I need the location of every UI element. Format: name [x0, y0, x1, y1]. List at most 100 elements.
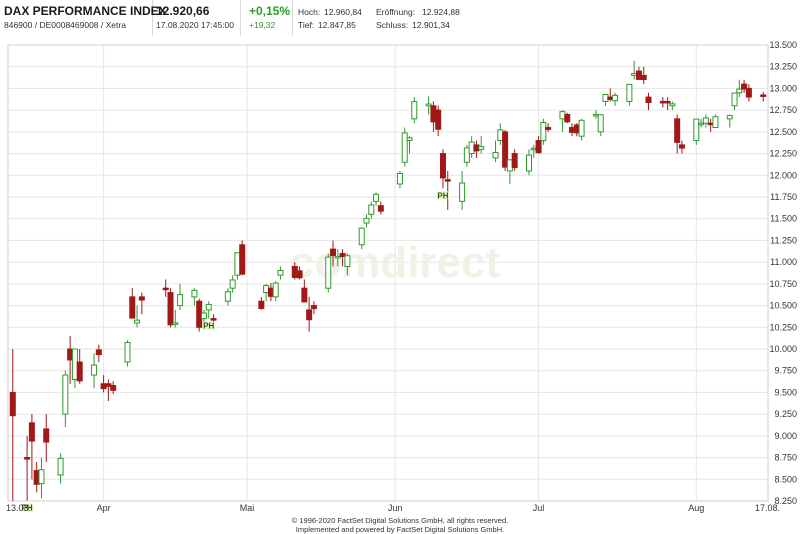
watermark-logo: comdirect: [290, 238, 501, 287]
y-tick-label: 11.500: [770, 214, 797, 224]
plot-frame: [7, 44, 769, 502]
candle-up: [200, 309, 207, 323]
candle-body: [57, 457, 64, 476]
candle-up: [478, 136, 485, 154]
candle-body: [741, 83, 748, 90]
candle-body: [473, 144, 480, 152]
price-datetime: 17.08.2020 17:45:00: [156, 20, 234, 30]
open-label: Eröffnung:: [376, 7, 416, 17]
candle-down: [635, 66, 642, 80]
x-tick-label: Mai: [240, 503, 255, 513]
candle-body: [138, 296, 145, 301]
y-tick-label: 10.750: [769, 279, 797, 289]
candle-down: [564, 112, 571, 124]
close-value: 12.901,34: [412, 20, 450, 30]
high-value: 12.960,84: [324, 7, 362, 17]
candle-up: [191, 288, 198, 306]
candle-body: [459, 182, 466, 202]
candle-up: [57, 453, 64, 484]
candle-body: [506, 159, 513, 172]
candle-down: [43, 414, 50, 462]
x-axis-ticks: 13.03. Apr Mai Jun Jul Aug 17.08.: [6, 503, 780, 513]
candle-body: [24, 457, 31, 460]
candle-body: [736, 88, 743, 94]
candle-down: [306, 296, 313, 332]
index-ids: 846900 / DE0008469008 / Xetra: [4, 20, 126, 30]
candle-body: [430, 105, 437, 123]
candle-up: [602, 94, 609, 106]
y-tick-label: 10.000: [769, 344, 797, 354]
candle-body: [540, 121, 547, 142]
candle-down: [9, 349, 16, 501]
candle-body: [545, 127, 552, 130]
candle-body: [435, 109, 442, 130]
candle-body: [607, 96, 614, 100]
candle-body: [210, 318, 217, 321]
candle-up: [492, 140, 499, 163]
candle-down: [569, 123, 576, 137]
candle-body: [363, 217, 370, 224]
candle-up: [425, 96, 432, 115]
candle-body: [478, 146, 485, 150]
candle-body: [468, 141, 475, 155]
candle-body: [177, 294, 184, 307]
candle-body: [406, 137, 413, 142]
candle-body: [95, 349, 102, 356]
holiday-marker-bg: [436, 191, 449, 200]
candle-up: [731, 92, 738, 111]
candle-body: [258, 300, 265, 309]
candle-down: [502, 130, 509, 171]
candle-up: [712, 114, 719, 129]
candle-body: [425, 103, 432, 107]
candle-down: [545, 123, 552, 132]
candle-body: [444, 179, 451, 182]
x-tick-label: 13.03.: [6, 503, 31, 513]
candle-down: [377, 201, 384, 215]
y-tick-label: 11.250: [770, 235, 797, 245]
candle-body: [726, 115, 733, 120]
candle-body: [110, 384, 117, 391]
candle-up: [401, 127, 408, 167]
high-label: Hoch:: [298, 7, 321, 17]
candle-down: [741, 79, 748, 93]
candle-body: [702, 117, 709, 124]
candle-down: [100, 375, 107, 393]
candle-body: [277, 269, 284, 276]
candle-body: [267, 287, 274, 297]
candle-body: [124, 341, 131, 363]
x-tick-label: 17.08.: [755, 503, 780, 513]
candle-body: [535, 140, 542, 154]
candle-down: [95, 344, 102, 363]
candle-down: [435, 105, 442, 137]
candle-body: [191, 289, 198, 298]
y-tick-label: 12.000: [769, 170, 797, 180]
candle-body: [196, 300, 203, 328]
candle-down: [640, 66, 647, 85]
candle-body: [344, 255, 351, 267]
candle-body: [76, 361, 83, 382]
candle-down: [129, 288, 136, 319]
candle-body: [134, 319, 141, 324]
candle-down: [210, 314, 217, 323]
candle-body: [497, 129, 504, 142]
candle-up: [612, 92, 619, 106]
candle-up: [368, 201, 375, 219]
candle-down: [473, 140, 480, 158]
candle-up: [334, 249, 341, 267]
low-label: Tief:: [298, 20, 315, 30]
candle-up: [411, 97, 418, 124]
candle-body: [263, 285, 270, 294]
holiday-marker-bg: [202, 321, 215, 330]
candle-body: [162, 287, 169, 291]
candle-down: [301, 279, 308, 303]
candle-up: [177, 283, 184, 310]
holiday-marker-bg: [21, 503, 34, 512]
candle-body: [602, 94, 609, 102]
quote-header: DAX PERFORMANCE INDEX 846900 / DE0008469…: [0, 0, 800, 36]
candle-body: [592, 113, 599, 117]
candle-up: [698, 118, 705, 128]
candlestick-chart: comdirect PH PH PH 8.250 8.500 8.750 9.000 9.2…: [6, 40, 797, 513]
candle-body: [306, 309, 313, 321]
candle-body: [229, 279, 236, 289]
current-price: 12.920,66: [156, 4, 210, 18]
